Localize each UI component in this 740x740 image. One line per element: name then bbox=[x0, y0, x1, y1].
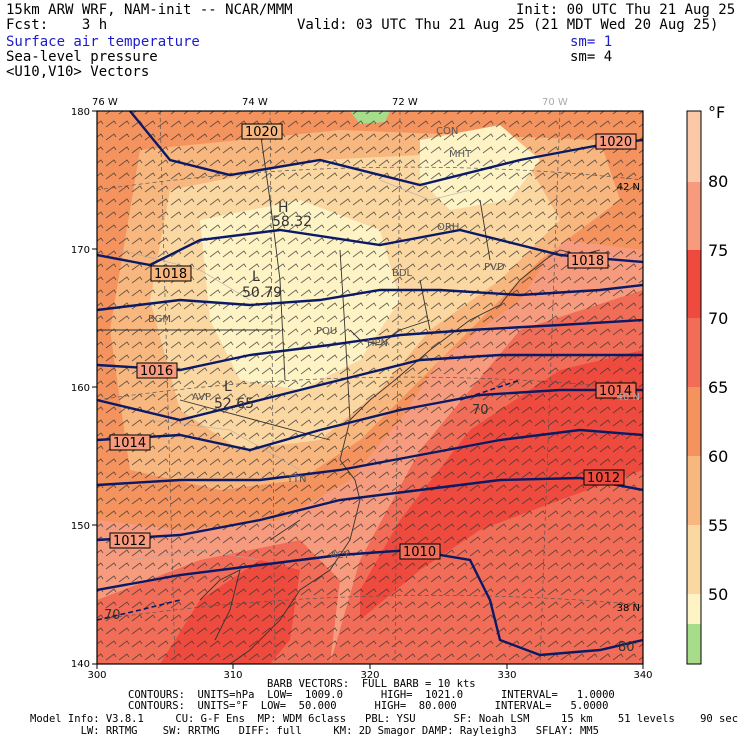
station-label: POU bbox=[316, 326, 337, 337]
isobar-label: 1010 bbox=[399, 543, 441, 560]
svg-text:1020: 1020 bbox=[245, 125, 278, 140]
svg-text:1014: 1014 bbox=[113, 436, 146, 451]
station-label: ACY bbox=[330, 550, 350, 561]
colorbar-label: 75 bbox=[708, 241, 728, 260]
model-info-1: Model Info: V3.8.1 CU: G-F Ens MP: WDM 6… bbox=[30, 713, 739, 725]
lon-label: 76 W bbox=[92, 97, 118, 108]
valid-time: Valid: 03 UTC Thu 21 Aug 25 (21 MDT Wed … bbox=[297, 17, 719, 33]
colorbar-label: 55 bbox=[708, 516, 728, 535]
station-label: AVP bbox=[192, 392, 211, 403]
field-pressure: Sea-level pressure bbox=[6, 49, 158, 65]
colorbar-segment bbox=[687, 111, 701, 182]
temp-label: 70 bbox=[104, 608, 121, 623]
colorbar-unit: °F bbox=[708, 103, 725, 122]
isobar-label: 1014 bbox=[109, 434, 151, 451]
lat-label: 38 N bbox=[617, 603, 640, 614]
lon-label: 74 W bbox=[242, 97, 268, 108]
svg-text:1018: 1018 bbox=[154, 267, 187, 282]
y-tick: 180 bbox=[71, 107, 90, 118]
high-value: 58.32 bbox=[272, 214, 312, 230]
station-label: CON bbox=[436, 126, 458, 137]
colorbar-label: 60 bbox=[708, 447, 728, 466]
field-temperature: Surface air temperature bbox=[6, 34, 200, 50]
station-label: HPN bbox=[367, 338, 388, 349]
init-time: Init: 00 UTC Thu 21 Aug 25 bbox=[516, 2, 736, 18]
station-label: BGM bbox=[148, 314, 171, 325]
colorbar-label: 70 bbox=[708, 309, 728, 328]
station-label: ORH bbox=[437, 222, 459, 233]
y-tick: 170 bbox=[71, 245, 90, 256]
isobar-label: 1020 bbox=[595, 133, 637, 150]
x-tick: 340 bbox=[633, 670, 652, 681]
lon-label: 72 W bbox=[392, 97, 418, 108]
y-tick: 160 bbox=[71, 383, 90, 394]
isobar-label: 1012 bbox=[109, 532, 151, 549]
low-value: 52.65 bbox=[214, 396, 254, 412]
colorbar-segment bbox=[687, 525, 701, 594]
x-tick: 330 bbox=[497, 670, 516, 681]
contours-temperature: CONTOURS: UNITS=°F LOW= 50.000 HIGH= 80.… bbox=[128, 700, 609, 712]
isobar-label: 1016 bbox=[136, 362, 178, 379]
model-title: 15km ARW WRF, NAM-init -- NCAR/MMM bbox=[6, 2, 293, 18]
y-tick: 150 bbox=[71, 521, 90, 532]
contours-pressure: CONTOURS: UNITS=hPa LOW= 1009.0 HIGH= 10… bbox=[128, 689, 615, 701]
barb-info: BARB VECTORS: FULL BARB = 10 kts bbox=[267, 678, 476, 690]
temperature-field bbox=[97, 111, 643, 664]
svg-text:1012: 1012 bbox=[587, 471, 620, 486]
field-vectors: <U10,V10> Vectors bbox=[6, 64, 150, 80]
colorbar-label: 50 bbox=[708, 585, 728, 604]
colorbar-segment bbox=[687, 624, 701, 664]
lon-label: 70 W bbox=[542, 97, 568, 108]
svg-text:1014: 1014 bbox=[599, 384, 632, 399]
isobar-label-group: 1020 1020 1018 1018 1016 1014 1014 1012 … bbox=[109, 123, 637, 560]
temp-label: 80 bbox=[618, 640, 635, 655]
svg-text:1012: 1012 bbox=[113, 534, 146, 549]
smoothing-1: sm= 1 bbox=[570, 34, 613, 50]
colorbar-segment bbox=[687, 318, 701, 387]
svg-text:1020: 1020 bbox=[599, 135, 632, 150]
lat-label: 42 N bbox=[617, 182, 640, 193]
isobar-label: 1020 bbox=[241, 123, 283, 140]
isobar-label: 1012 bbox=[583, 469, 625, 486]
x-tick: 320 bbox=[360, 670, 379, 681]
colorbar bbox=[686, 110, 702, 665]
colorbar-label: 80 bbox=[708, 172, 728, 191]
x-tick: 300 bbox=[87, 670, 106, 681]
station-label: BDL bbox=[392, 268, 413, 279]
smoothing-2: sm= 4 bbox=[570, 49, 613, 65]
low-value: 50.79 bbox=[242, 285, 282, 301]
low-marker: L bbox=[224, 379, 232, 395]
high-marker: H bbox=[278, 200, 289, 216]
colorbar-segment bbox=[687, 456, 701, 525]
temp-label: 70 bbox=[472, 403, 489, 418]
lat-label: 40 N bbox=[617, 392, 640, 403]
svg-text:1016: 1016 bbox=[140, 364, 173, 379]
forecast-hour: Fcst: 3 h bbox=[6, 17, 108, 33]
colorbar-segment bbox=[687, 594, 701, 624]
svg-text:1018: 1018 bbox=[571, 254, 604, 269]
isobar-label: 1018 bbox=[150, 265, 192, 282]
model-info-2: LW: RRTMG SW: RRTMG DIFF: full KM: 2D Sm… bbox=[30, 725, 599, 737]
station-label: MHT bbox=[449, 149, 472, 160]
low-marker: L bbox=[252, 269, 260, 285]
isobar-label: 1014 bbox=[595, 382, 637, 399]
colorbar-segment bbox=[687, 387, 701, 456]
colorbar-label: 65 bbox=[708, 378, 728, 397]
x-tick: 310 bbox=[223, 670, 242, 681]
colorbar-segment bbox=[687, 250, 701, 318]
svg-text:1010: 1010 bbox=[403, 545, 436, 560]
isobar-label: 1018 bbox=[567, 252, 609, 269]
station-label: PVD bbox=[484, 262, 505, 273]
colorbar-segment bbox=[687, 182, 701, 250]
y-tick: 140 bbox=[71, 659, 90, 670]
station-label: TTN bbox=[286, 474, 307, 485]
